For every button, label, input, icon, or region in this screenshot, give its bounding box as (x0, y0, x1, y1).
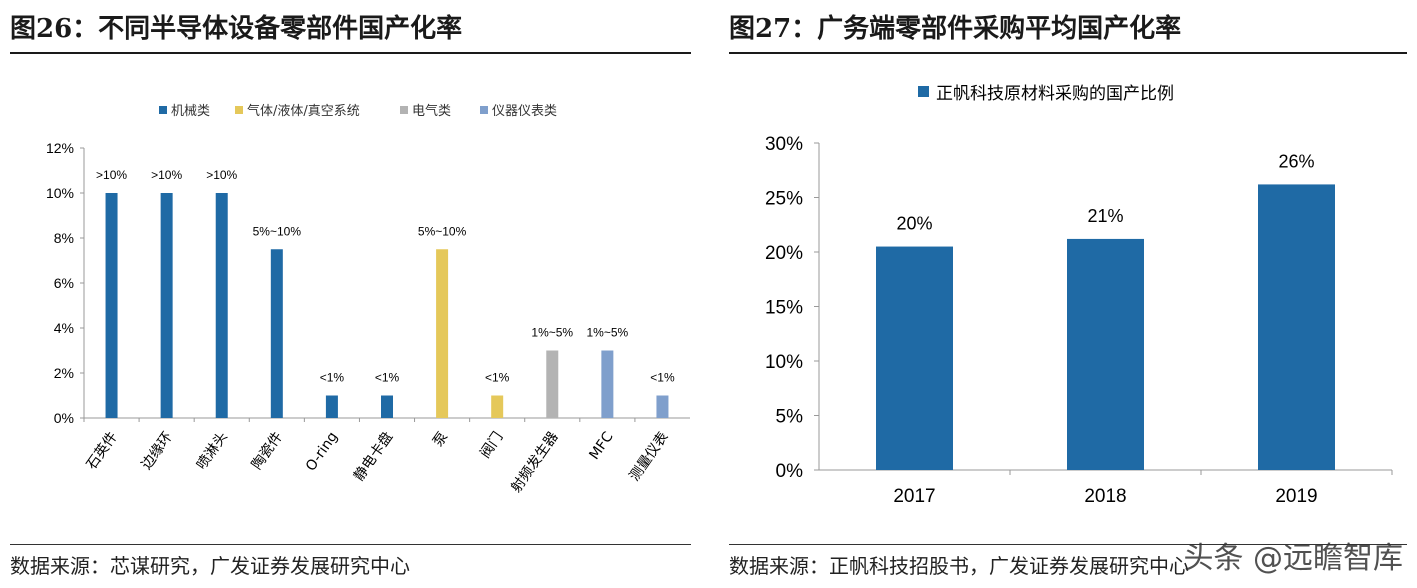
source-rule-left (10, 544, 691, 545)
bar (105, 193, 118, 418)
y-tick-label: 5% (776, 407, 804, 428)
bar (381, 395, 393, 418)
data-label: <1% (485, 371, 510, 385)
y-tick-label: 10% (765, 352, 803, 373)
data-label: >10% (96, 168, 127, 182)
y-tick-label: 0% (776, 461, 804, 482)
legend-label: 仪器仪表类 (492, 104, 557, 119)
source-rule-right (729, 544, 1407, 545)
y-tick-label: 2% (54, 365, 74, 381)
x-tick-label: 2017 (893, 486, 935, 507)
title-rule-left (10, 52, 691, 54)
legend-swatch (480, 106, 488, 114)
data-label: 20% (896, 214, 932, 234)
data-label: >10% (151, 168, 182, 182)
x-tick-label: 泵 (430, 429, 451, 450)
x-tick-label: MFC (586, 429, 616, 463)
legend-swatch (400, 106, 408, 114)
data-label: 5%~10% (418, 224, 467, 238)
bar (656, 395, 669, 418)
y-tick-label: 25% (765, 189, 803, 210)
data-label: <1% (650, 371, 675, 385)
bar (215, 193, 228, 418)
bar (491, 395, 504, 418)
y-tick-label: 0% (54, 410, 74, 426)
figure-27-title: 图27：广务端零部件采购平均国产化率 (729, 14, 1182, 44)
bar (1258, 184, 1335, 471)
source-note-right: 数据来源：正帆科技招股书，广发证券发展研究中心 (729, 554, 1189, 578)
x-tick-label: 测量仪表 (627, 429, 672, 484)
title-rule-right (729, 52, 1407, 54)
bar (160, 193, 173, 418)
figure-26-title: 图26：不同半导体设备零部件国产化率 (10, 14, 463, 44)
bar (436, 249, 449, 418)
bar (1067, 238, 1144, 470)
legend-label: 气体/液体/真空系统 (247, 103, 360, 119)
data-label: 1%~5% (531, 326, 573, 340)
data-label: 1%~5% (587, 326, 629, 340)
y-tick-label: 6% (54, 275, 74, 291)
legend-label: 正帆科技原材料采购的国产比例 (936, 84, 1174, 104)
y-tick-label: 20% (765, 243, 803, 264)
x-tick-label: 陶瓷件 (249, 429, 286, 473)
y-tick-label: 10% (46, 185, 74, 201)
bar (876, 246, 953, 470)
y-tick-label: 12% (46, 140, 74, 156)
legend-swatch (235, 106, 243, 114)
x-tick-label: 边缘环 (139, 429, 176, 473)
x-tick-label: O-ring (303, 429, 341, 474)
data-label: 26% (1278, 151, 1314, 171)
legend-swatch (918, 86, 929, 97)
legend-label: 机械类 (171, 104, 210, 119)
y-tick-label: 4% (54, 320, 74, 336)
legend-swatch (159, 106, 167, 114)
bar (546, 350, 559, 418)
chart-procurement-localization: 正帆科技原材料采购的国产比例 0% 5% 10% 15% 20% 25% 30% 20% 2017… (765, 84, 1393, 507)
y-tick-label: 8% (54, 230, 74, 246)
bar (270, 249, 283, 418)
legend-label: 电气类 (412, 103, 451, 119)
x-tick-label: 2018 (1084, 486, 1126, 507)
data-label: <1% (375, 371, 400, 385)
data-label: 5%~10% (253, 224, 302, 238)
watermark: 头条 @远瞻智库 (1183, 541, 1403, 576)
bar (325, 395, 338, 418)
x-tick-label: 喷淋头 (194, 429, 231, 473)
source-note-left: 数据来源：芯谋研究，广发证券发展研究中心 (10, 554, 410, 578)
bar (601, 350, 614, 418)
data-label: >10% (206, 168, 237, 182)
y-tick-label: 30% (765, 134, 803, 155)
data-label: <1% (320, 371, 345, 385)
x-tick-label: 静电卡盘 (350, 429, 396, 485)
y-tick-label: 15% (765, 298, 803, 319)
x-tick-label: 石英件 (83, 429, 121, 473)
chart-part-localization: 机械类 气体/液体/真空系统 电气类 仪器仪表类 0% 2% 4% 6% 8% 10% 12% >10… (46, 103, 690, 496)
x-tick-label: 射频发生器 (508, 429, 561, 496)
data-label: 21% (1087, 206, 1123, 226)
x-tick-label: 2019 (1275, 486, 1317, 507)
x-tick-label: 阀门 (477, 429, 506, 461)
